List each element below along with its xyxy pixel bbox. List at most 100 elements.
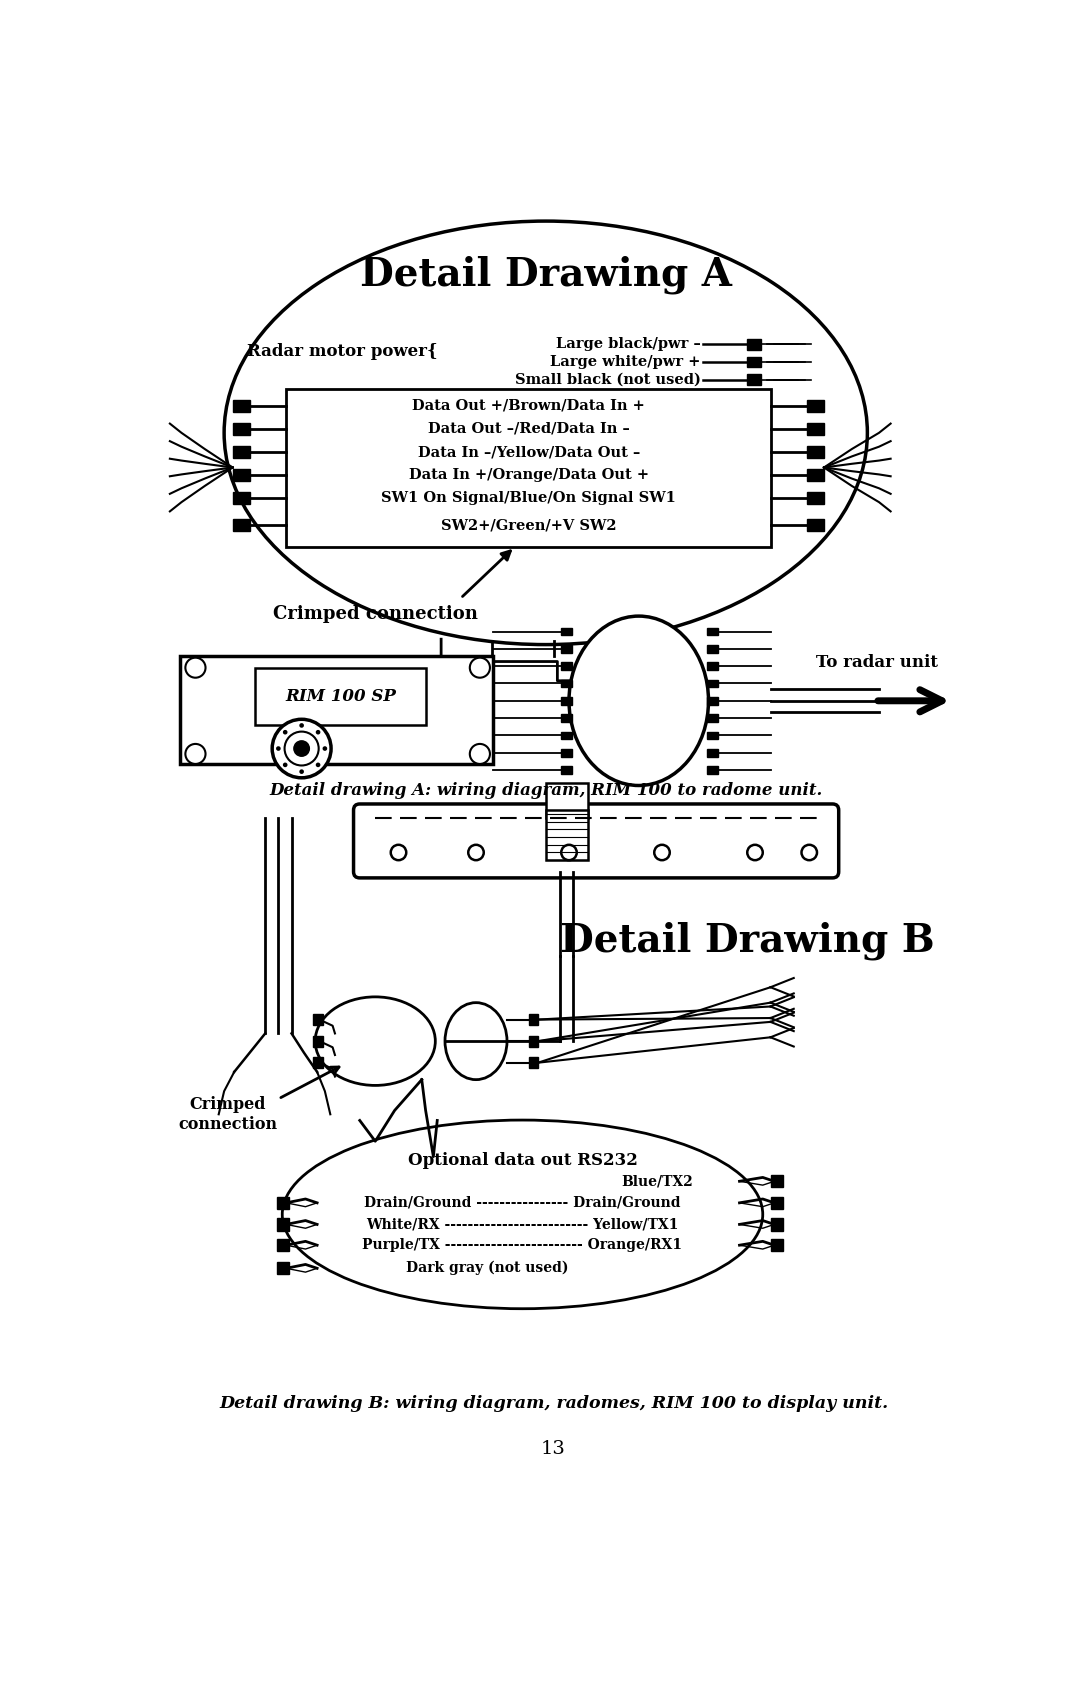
Circle shape: [283, 730, 287, 735]
Circle shape: [186, 658, 205, 678]
Text: SW2+/Green/+V SW2: SW2+/Green/+V SW2: [441, 518, 617, 532]
Bar: [545, 811, 589, 860]
Bar: [562, 680, 572, 688]
Bar: [562, 627, 572, 636]
Text: Blue/TX2: Blue/TX2: [621, 1174, 693, 1187]
Bar: [180, 656, 494, 764]
Circle shape: [186, 743, 205, 764]
Circle shape: [654, 844, 670, 860]
Circle shape: [299, 723, 303, 728]
Circle shape: [470, 743, 490, 764]
Bar: [276, 1196, 289, 1209]
Text: Purple/TX ------------------------ Orange/RX1: Purple/TX ------------------------ Orang…: [363, 1238, 683, 1251]
Bar: [232, 493, 249, 505]
Text: To radar unit: To radar unit: [816, 654, 939, 671]
Bar: [313, 1014, 323, 1024]
Bar: [747, 375, 761, 385]
Text: Dark gray (not used): Dark gray (not used): [406, 1262, 569, 1275]
Bar: [313, 1036, 323, 1046]
Circle shape: [562, 844, 577, 860]
Bar: [562, 732, 572, 740]
Bar: [807, 400, 824, 412]
Bar: [747, 338, 761, 350]
Circle shape: [323, 747, 327, 750]
FancyBboxPatch shape: [353, 804, 839, 878]
Bar: [707, 767, 718, 774]
Bar: [232, 422, 249, 436]
Bar: [255, 668, 426, 725]
Ellipse shape: [569, 616, 708, 785]
Bar: [770, 1218, 783, 1231]
Circle shape: [283, 762, 287, 767]
Circle shape: [747, 844, 762, 860]
Bar: [276, 1262, 289, 1275]
Bar: [562, 696, 572, 705]
Text: Data In –/Yellow/Data Out –: Data In –/Yellow/Data Out –: [418, 446, 639, 459]
Bar: [232, 469, 249, 481]
Bar: [770, 1240, 783, 1251]
Text: Data Out –/Red/Data In –: Data Out –/Red/Data In –: [428, 422, 630, 436]
Bar: [545, 784, 589, 817]
Bar: [770, 1196, 783, 1209]
Circle shape: [276, 747, 281, 750]
Bar: [529, 1058, 538, 1068]
Bar: [807, 520, 824, 532]
Ellipse shape: [315, 997, 435, 1085]
Circle shape: [294, 740, 309, 757]
Bar: [313, 1058, 323, 1068]
Text: Detail Drawing A: Detail Drawing A: [360, 256, 732, 294]
Bar: [232, 446, 249, 458]
Circle shape: [299, 769, 303, 774]
Text: Crimped
connection: Crimped connection: [178, 1097, 278, 1132]
Circle shape: [470, 658, 490, 678]
Bar: [232, 400, 249, 412]
Bar: [276, 1240, 289, 1251]
Text: Large white/pwr +: Large white/pwr +: [551, 355, 701, 368]
Text: SW1 On Signal/Blue/On Signal SW1: SW1 On Signal/Blue/On Signal SW1: [381, 491, 676, 505]
Bar: [232, 520, 249, 532]
Text: Data Out +/Brown/Data In +: Data Out +/Brown/Data In +: [413, 399, 645, 412]
Circle shape: [284, 732, 319, 765]
Ellipse shape: [445, 1002, 507, 1080]
Circle shape: [391, 844, 406, 860]
Bar: [562, 767, 572, 774]
Bar: [770, 1176, 783, 1187]
Bar: [529, 1036, 538, 1046]
Ellipse shape: [225, 220, 867, 644]
Bar: [562, 644, 572, 653]
Text: Drain/Ground ---------------- Drain/Ground: Drain/Ground ---------------- Drain/Grou…: [364, 1196, 680, 1209]
Text: Detail drawing A: wiring diagram, RIM 100 to radome unit.: Detail drawing A: wiring diagram, RIM 10…: [269, 782, 822, 799]
Text: Crimped connection: Crimped connection: [273, 606, 477, 622]
Circle shape: [315, 730, 321, 735]
Bar: [562, 663, 572, 669]
Text: Small black (not used): Small black (not used): [515, 373, 701, 387]
Bar: [276, 1218, 289, 1231]
Text: RIM 100 SP: RIM 100 SP: [285, 688, 395, 705]
Bar: [707, 715, 718, 722]
Bar: [529, 1014, 538, 1024]
Circle shape: [315, 762, 321, 767]
Bar: [707, 748, 718, 757]
Bar: [707, 732, 718, 740]
Bar: [707, 696, 718, 705]
Bar: [807, 446, 824, 458]
Circle shape: [801, 844, 816, 860]
Ellipse shape: [282, 1120, 762, 1309]
Bar: [807, 422, 824, 436]
Text: 13: 13: [541, 1440, 566, 1458]
Text: Optional data out RS232: Optional data out RS232: [407, 1152, 637, 1169]
Bar: [807, 493, 824, 505]
Text: Detail Drawing B: Detail Drawing B: [559, 922, 934, 960]
Bar: [707, 663, 718, 669]
Bar: [707, 680, 718, 688]
Text: Data In +/Orange/Data Out +: Data In +/Orange/Data Out +: [408, 468, 649, 483]
Bar: [286, 389, 770, 547]
Bar: [747, 357, 761, 367]
Bar: [562, 748, 572, 757]
Bar: [707, 627, 718, 636]
Circle shape: [272, 720, 332, 777]
Bar: [807, 469, 824, 481]
Text: Radar motor power{: Radar motor power{: [246, 343, 437, 360]
Text: Large black/pwr –: Large black/pwr –: [556, 338, 701, 352]
Bar: [707, 644, 718, 653]
